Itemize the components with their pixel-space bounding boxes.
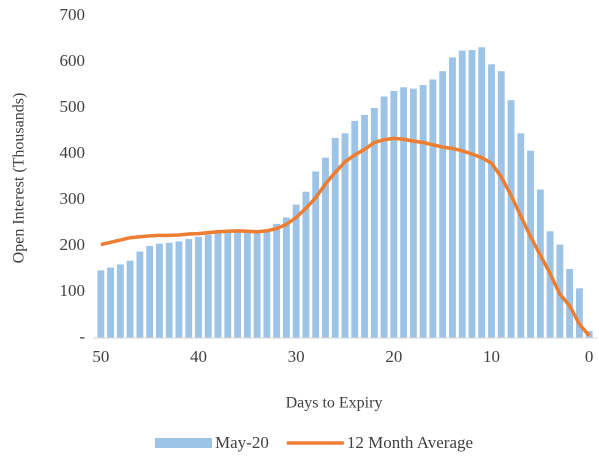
y-axis-title: Open Interest (Thousands): [11, 93, 28, 264]
bar: [116, 264, 124, 338]
bar: [234, 231, 241, 338]
bar: [419, 85, 427, 338]
bar: [331, 137, 339, 338]
y-tick-label: 700: [60, 5, 86, 24]
legend-label: May-20: [215, 433, 269, 452]
x-tick-label: 40: [190, 347, 207, 366]
x-tick-label: 10: [483, 347, 500, 366]
bar: [497, 71, 505, 338]
x-tick-label: 30: [288, 347, 305, 366]
bar: [273, 223, 281, 338]
bar: [400, 87, 408, 338]
bar: [576, 288, 583, 338]
bar: [322, 157, 329, 338]
x-axis-title: Days to Expiry: [286, 395, 383, 412]
bar: [507, 100, 515, 339]
bar: [390, 90, 398, 338]
bar: [361, 114, 368, 339]
y-tick-label: 300: [60, 189, 86, 208]
bar: [478, 47, 486, 338]
bar: [107, 267, 114, 338]
bar: [488, 64, 495, 339]
bar: [195, 236, 202, 338]
bar: [253, 233, 261, 338]
bar: [175, 241, 183, 338]
y-tick-label: 400: [60, 143, 86, 162]
bar: [146, 246, 154, 338]
bar: [224, 232, 232, 338]
bar: [263, 229, 271, 338]
bar: [468, 50, 476, 338]
y-tick-label: 500: [60, 97, 86, 116]
legend-label: 12 Month Average: [347, 433, 473, 452]
bar: [165, 242, 173, 338]
bar: [126, 260, 134, 338]
bar: [97, 270, 105, 338]
bar: [214, 233, 222, 338]
x-tick-label: 0: [585, 347, 594, 366]
y-tick-label: -: [79, 327, 85, 346]
bar: [282, 217, 290, 338]
x-tick-label: 20: [385, 347, 402, 366]
y-tick-label: 600: [60, 51, 86, 70]
bar: [136, 251, 144, 338]
legend-swatch: [155, 438, 212, 448]
y-tick-label: 200: [60, 235, 86, 254]
legend: May-20 12 Month Average: [155, 433, 473, 452]
bar: [292, 204, 300, 338]
bar: [351, 120, 359, 338]
bar: [458, 50, 466, 338]
bar: [156, 243, 163, 338]
bar: [185, 239, 193, 338]
line: [100, 136, 591, 337]
bar: [204, 234, 212, 338]
bar: [546, 231, 554, 338]
bar: [302, 191, 310, 338]
bar: [536, 189, 544, 338]
bar: [517, 133, 525, 338]
bar: [341, 133, 349, 338]
bar: [243, 232, 251, 338]
x-tick-label: 50: [92, 347, 109, 366]
bar: [429, 79, 437, 338]
bar: [439, 71, 447, 338]
bar: [409, 88, 417, 339]
bar: [312, 171, 320, 338]
bar: [527, 150, 534, 338]
bar: [449, 57, 456, 339]
bar: [370, 108, 378, 338]
bar: [380, 96, 388, 338]
y-tick-label: 100: [60, 281, 86, 300]
